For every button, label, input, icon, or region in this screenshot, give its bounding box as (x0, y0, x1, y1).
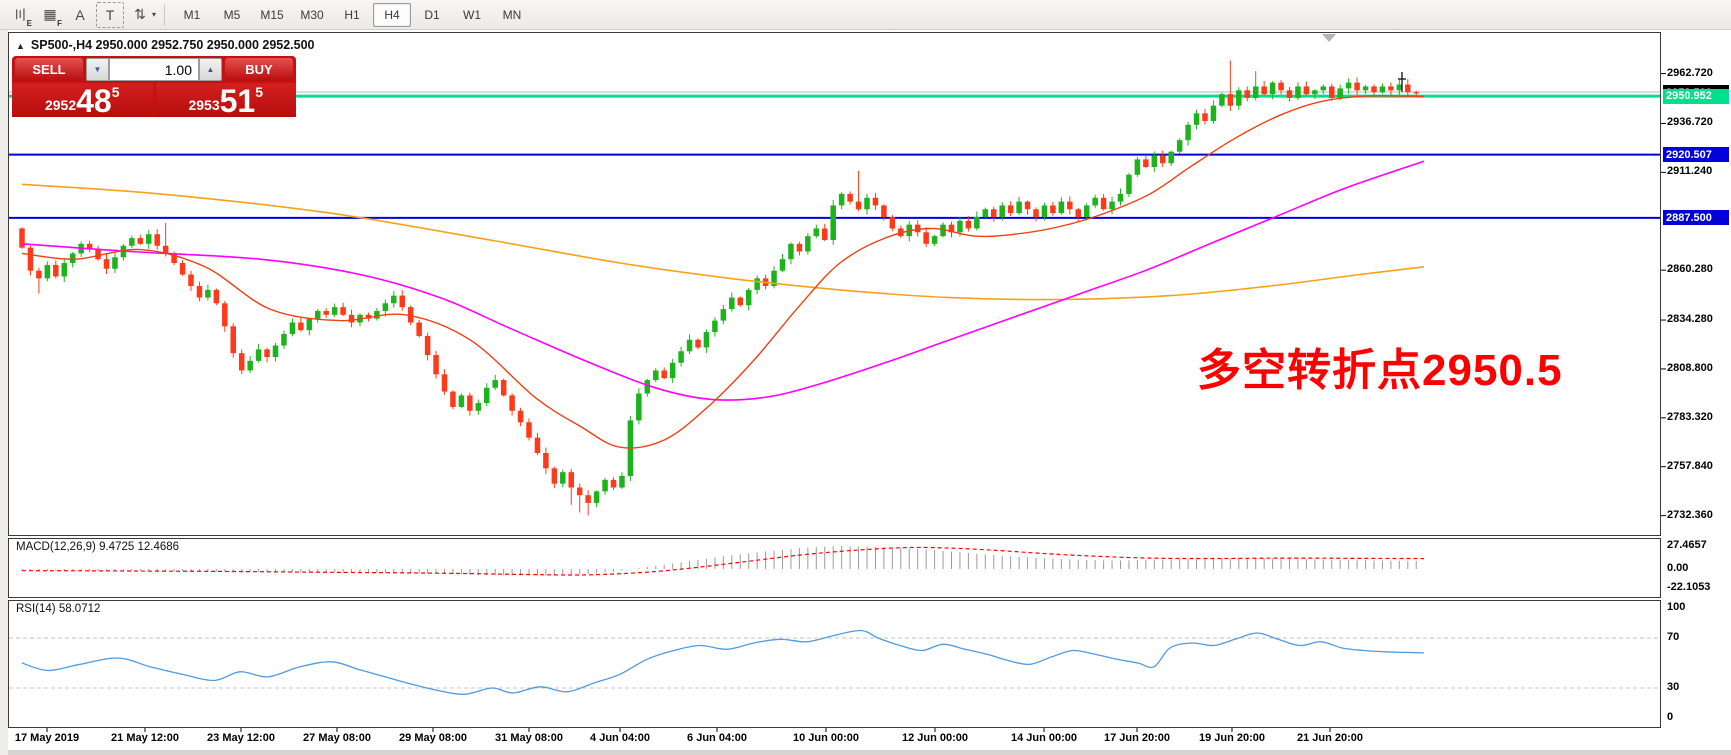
timeframe-h1[interactable]: H1 (344, 7, 360, 22)
text-label-icon[interactable]: A (66, 2, 94, 28)
date-tick-label: 14 Jun 00:00 (1010, 732, 1078, 744)
price-tick-label: 2962.720 (1667, 66, 1713, 79)
chart-title-text: SP500-,H4 2950.000 2952.750 2950.000 295… (30, 38, 315, 52)
buy-button[interactable]: BUY (225, 58, 293, 81)
timeframe-w1[interactable]: W1 (463, 7, 482, 22)
chart-title: ▲ SP500-,H4 2950.000 2952.750 2950.000 29… (16, 38, 315, 52)
rsi-axis-label: 70 (1667, 631, 1680, 643)
date-tick-label: 23 May 12:00 (207, 732, 275, 744)
trade-panel-controls: SELL ▼ ▲ BUY (12, 56, 296, 83)
price-tick-label: 2783.320 (1667, 410, 1713, 423)
date-tick-label: 6 Jun 04:00 (687, 732, 747, 744)
dropdown-caret-icon[interactable]: ▾ (152, 10, 157, 19)
date-tick-label: 4 Jun 04:00 (590, 732, 650, 744)
date-tick-label: 17 May 2019 (14, 732, 80, 744)
text-box-icon[interactable]: T (96, 1, 124, 28)
volume-increase-button[interactable]: ▲ (199, 58, 222, 81)
sell-price-sup: 5 (111, 84, 120, 100)
timeframe-d1[interactable]: D1 (424, 7, 440, 22)
buy-price[interactable]: 2953 51 5 (155, 83, 296, 119)
price-tick-label: 2732.360 (1667, 508, 1713, 521)
date-tick-label: 31 May 08:00 (495, 732, 563, 744)
rsi-axis-label: 0 (1667, 711, 1674, 723)
volume-input[interactable] (109, 58, 199, 81)
timeframe-m5[interactable]: M5 (223, 7, 241, 22)
status-strip (0, 750, 1731, 755)
collapse-trade-panel-icon[interactable]: ▲ (16, 41, 25, 51)
indicators-icon[interactable]: 〣 E (6, 2, 34, 28)
price-tick-label: 2860.280 (1667, 263, 1713, 276)
hline-price-label: 2887.500 (1663, 210, 1729, 226)
sell-button[interactable]: SELL (15, 58, 83, 81)
hline-price-label: 2920.507 (1663, 147, 1729, 163)
macd-axis-label: 27.4657 (1667, 539, 1707, 551)
date-tick-label: 12 Jun 00:00 (901, 732, 969, 744)
grid-icon-sub: F (57, 18, 62, 28)
date-tick-label: 29 May 08:00 (399, 732, 467, 744)
price-tick-label: 2936.720 (1667, 116, 1713, 129)
macd-axis-label: -22.1053 (1667, 581, 1711, 593)
macd-axis-label: 0.00 (1667, 562, 1689, 574)
sell-price-integer: 2952 (44, 97, 77, 113)
timeframe-m15[interactable]: M15 (260, 7, 284, 22)
toolbar: 〣 E ▦ F A T ⇅ ▾ M1 M5 M15 M30 H1 H4 D1 W… (0, 0, 1731, 30)
rsi-axis-label: 100 (1667, 601, 1686, 613)
sell-price-big: 48 (76, 83, 112, 119)
price-scale[interactable]: 2962.720 2936.720 2911.240 2860.280 2834.280… (1661, 32, 1731, 728)
date-tick-label: 10 Jun 00:00 (792, 732, 860, 744)
buy-price-sup: 5 (255, 84, 264, 100)
indicators-icon-glyph: 〣 (13, 6, 27, 23)
timeframe-mn[interactable]: MN (502, 7, 522, 22)
macd-panel[interactable] (8, 538, 1661, 598)
window-left-edge (0, 30, 8, 755)
buy-price-big: 51 (219, 83, 256, 119)
sell-price[interactable]: 2952 48 5 (12, 83, 153, 117)
price-tick-label: 2911.240 (1667, 165, 1713, 178)
arrange-charts-icon-glyph: ⇅ (134, 6, 146, 22)
date-axis[interactable]: 17 May 2019 21 May 12:00 23 May 12:00 27 Ma… (8, 728, 1661, 750)
text-box-icon-glyph: T (105, 6, 115, 23)
macd-label: MACD(12,26,9) 9.4725 12.4686 (16, 541, 180, 553)
date-tick-label: 21 Jun 20:00 (1296, 732, 1364, 744)
trade-panel-prices: 2952 48 5 2953 51 5 (12, 83, 296, 117)
price-tick-label: 2757.840 (1667, 459, 1713, 472)
price-tick-label: 2808.800 (1667, 361, 1713, 374)
arrange-charts-icon[interactable]: ⇅ (126, 2, 154, 28)
date-tick-label: 17 Jun 20:00 (1103, 732, 1171, 744)
grid-icon-glyph: ▦ (43, 6, 57, 22)
hline-price-label: 2950.952 (1663, 88, 1729, 104)
timeframe-h4[interactable]: H4 (373, 2, 412, 27)
text-label-icon-glyph: A (75, 6, 85, 23)
grid-icon[interactable]: ▦ F (36, 2, 64, 28)
buy-price-integer: 2953 (188, 97, 220, 113)
chart-annotation: 多空转折点2950.5 (1197, 346, 1563, 395)
rsi-label: RSI(14) 58.0712 (16, 603, 101, 615)
timeframe-m30[interactable]: M30 (300, 7, 324, 22)
volume-decrease-button[interactable]: ▼ (86, 58, 109, 81)
rsi-panel[interactable] (8, 600, 1661, 728)
date-tick-label: 27 May 08:00 (303, 732, 371, 744)
timeframe-m1[interactable]: M1 (183, 7, 201, 22)
rsi-axis-label: 30 (1667, 681, 1680, 693)
date-tick-label: 21 May 12:00 (111, 732, 179, 744)
date-tick-label: 19 Jun 20:00 (1198, 732, 1266, 744)
price-tick-label: 2834.280 (1667, 313, 1713, 326)
toolbar-separator (164, 3, 166, 26)
indicators-icon-sub: E (26, 18, 32, 28)
